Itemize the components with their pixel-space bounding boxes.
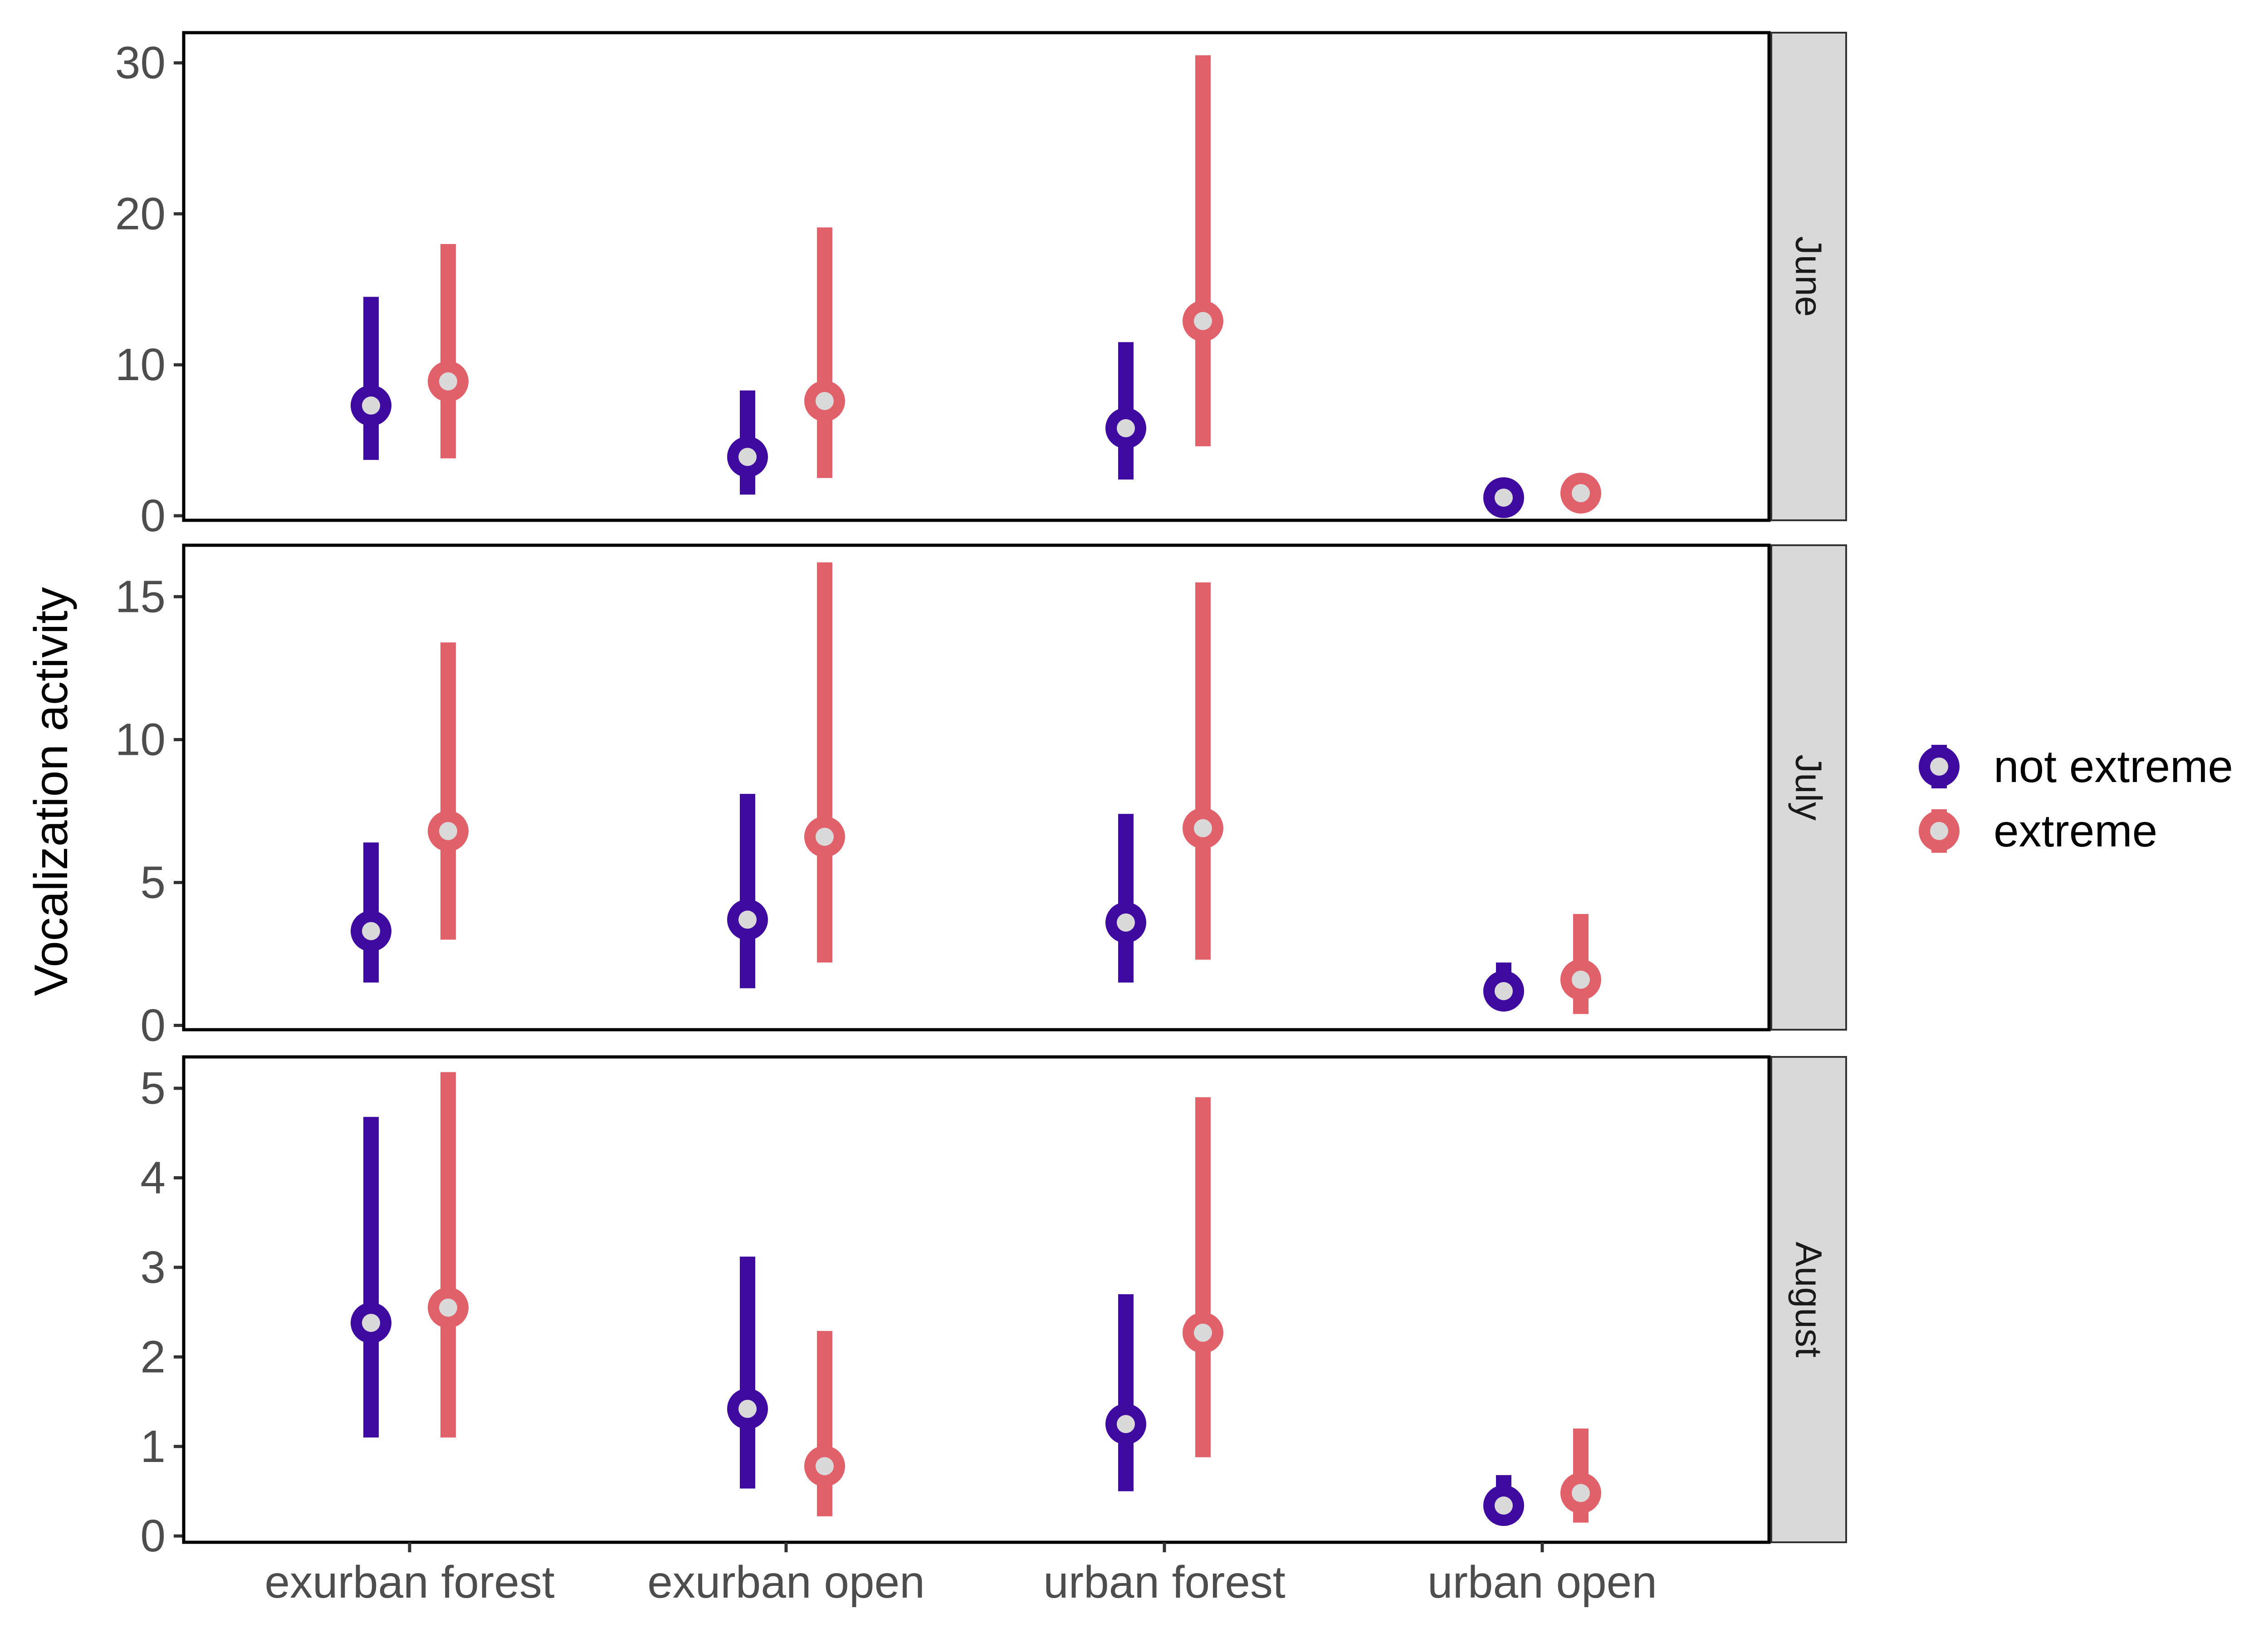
facet-strip [1770,1056,1847,1543]
estimate-dot [738,448,757,466]
y-tick-label: 20 [115,188,166,239]
y-tick-label: 1 [140,1421,166,1472]
estimate-dot [738,910,757,929]
facet-august: 0 1 2 3 4 5 August [140,1055,1847,1561]
x-tick-label-exurban-open: exurban open [647,1557,925,1608]
point-range-extreme-exurban-open [804,227,845,478]
y-tick-label: 2 [140,1331,166,1382]
panel-border [182,543,1771,1032]
estimate-dot [816,392,834,411]
x-tick-label-exurban-forest: exurban forest [264,1557,554,1608]
legend: not extreme extreme [1919,741,2233,856]
estimate-dot [1117,1415,1135,1433]
point-range-extreme-urban-forest [1183,1097,1223,1457]
estimate-dot [1495,489,1513,507]
estimate-dot [1117,419,1135,437]
point-range-extreme-urban-open [1560,1428,1601,1523]
estimate-dot [1194,312,1212,330]
point-range-not-extreme-exurban-forest [351,297,391,460]
legend-item-extreme: extreme [1919,806,2157,856]
estimate-dot [1572,1484,1590,1502]
point-range-extreme-exurban-forest [428,244,469,459]
y-tick-label: 5 [140,1063,166,1114]
y-tick-label: 0 [140,1000,166,1051]
estimate-dot [738,1399,757,1418]
facet-june: 0 10 20 30 June [115,31,1847,541]
estimate-dot [1194,819,1212,837]
estimate-dot [1572,970,1590,989]
point-range-not-extreme-urban-forest [1105,814,1146,983]
legend-key-dot [1930,758,1948,776]
facet-strip-label: July [1788,754,1829,821]
point-range-not-extreme-urban-open [1483,477,1524,518]
point-range-not-extreme-urban-open [1483,962,1524,1012]
point-range-extreme-exurban-forest [428,642,469,940]
point-range-extreme-exurban-open [804,1331,845,1516]
point-range-not-extreme-exurban-open [727,794,768,988]
panel-border [182,31,1771,522]
point-range-extreme-urban-forest [1183,582,1223,960]
x-axis: exurban forest exurban open urban forest ur… [264,1542,1657,1608]
point-range-extreme-urban-open [1560,473,1601,514]
y-tick-label: 0 [140,490,166,541]
estimate-dot [362,1314,380,1332]
x-tick-label-urban-open: urban open [1427,1557,1657,1608]
point-range-not-extreme-urban-forest [1105,342,1146,480]
estimate-dot [439,1298,457,1317]
point-range-not-extreme-exurban-open [727,1257,768,1489]
facet-strip-label: August [1788,1242,1829,1358]
point-range-not-extreme-urban-forest [1105,1294,1146,1491]
y-tick-label: 3 [140,1242,166,1293]
panel-border [182,1055,1771,1544]
point-range-extreme-exurban-open [804,562,845,963]
y-tick-label: 30 [115,38,166,88]
y-tick-label: 15 [115,571,166,622]
estimate-dot [439,822,457,841]
y-axis-title: Vocalization activity [25,587,78,996]
estimate-dot [362,922,380,940]
y-tick-label: 10 [115,339,166,390]
facet-panels: 0 10 20 30 June 0 5 10 15 July 0 1 2 3 4 5 August [115,31,1847,1561]
facet-july: 0 5 10 15 July [115,543,1847,1051]
estimate-dot [1572,484,1590,503]
y-tick-label: 10 [115,714,166,765]
legend-key-dot [1930,822,1948,840]
facet-strip [1770,544,1847,1031]
facet-strip-label: June [1788,236,1829,317]
estimate-dot [1495,982,1513,1000]
point-range-extreme-urban-forest [1183,55,1223,446]
point-range-not-extreme-urban-open [1483,1475,1524,1526]
estimate-dot [816,1457,834,1476]
estimate-dot [362,396,380,415]
y-tick-label: 0 [140,1511,166,1561]
estimate-dot [1117,913,1135,932]
facet-strip [1770,32,1847,521]
legend-label: extreme [1994,806,2157,856]
legend-item-not-extreme: not extreme [1919,741,2233,792]
estimate-dot [439,372,457,391]
estimate-dot [1194,1324,1212,1342]
point-range-not-extreme-exurban-open [727,390,768,495]
y-tick-label: 4 [140,1153,166,1203]
legend-label: not extreme [1994,741,2233,792]
point-range-not-extreme-exurban-forest [351,1117,391,1438]
x-tick-label-urban-forest: urban forest [1043,1557,1286,1608]
point-range-extreme-exurban-forest [428,1072,469,1438]
point-range-extreme-urban-open [1560,914,1601,1014]
y-tick-label: 5 [140,857,166,908]
estimate-dot [816,827,834,846]
estimate-dot [1495,1496,1513,1515]
point-range-not-extreme-exurban-forest [351,842,391,983]
